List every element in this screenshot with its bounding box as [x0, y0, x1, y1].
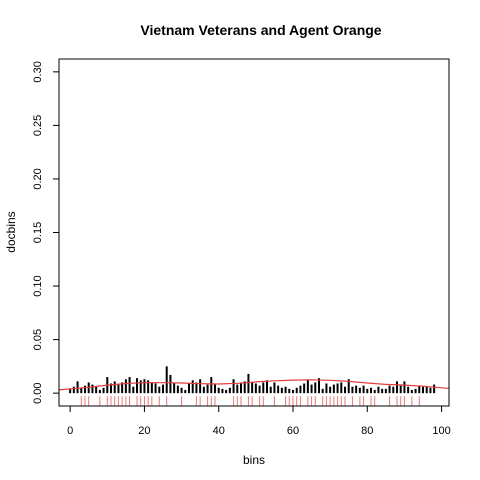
y-tick-label: 0.00	[32, 382, 44, 403]
x-axis-label: bins	[243, 453, 265, 467]
x-tick-label: 100	[432, 425, 450, 437]
y-axis-label: docbins	[4, 211, 18, 252]
x-tick-label: 0	[67, 425, 73, 437]
y-tick-label: 0.30	[32, 61, 44, 82]
x-tick-label: 40	[213, 425, 225, 437]
y-tick-label: 0.05	[32, 329, 44, 350]
y-tick-label: 0.10	[32, 275, 44, 296]
y-tick-label: 0.15	[32, 222, 44, 243]
chart-title: Vietnam Veterans and Agent Orange	[140, 22, 381, 38]
x-tick-label: 60	[287, 425, 299, 437]
x-tick-label: 20	[138, 425, 150, 437]
density-curve	[58, 379, 450, 391]
y-tick-label: 0.25	[32, 115, 44, 136]
chart-marks	[58, 366, 450, 407]
x-tick-label: 80	[361, 425, 373, 437]
chart-axes: 0 20 40 60 80 100 0.00 0.05 0.10 0.15 0.20 0.25 0.30	[32, 61, 451, 437]
y-tick-label: 0.20	[32, 168, 44, 189]
plot-frame	[58, 58, 450, 407]
